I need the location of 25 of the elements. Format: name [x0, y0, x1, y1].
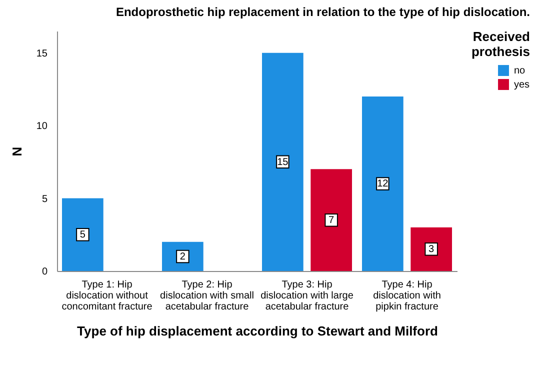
- y-tick-label: 5: [42, 194, 48, 205]
- bar: [362, 96, 404, 271]
- y-tick-label: 0: [42, 266, 48, 278]
- data-label: 3: [428, 244, 435, 256]
- data-label: 5: [80, 230, 86, 241]
- x-tick-label: Type 3: Hip dislocation with large acetabular fracture: [260, 280, 354, 312]
- bar: [310, 169, 352, 271]
- chart-title: Endoprosthetic hip replacement in relation to the type of hip dislocation.: [116, 5, 530, 19]
- x-axis-title: Type of hip displacement according to Stewart and Milford: [77, 324, 438, 338]
- bar: [410, 227, 452, 271]
- x-tick-label: Type 4: Hip dislocation with pipkin fracture: [373, 280, 441, 312]
- y-tick-label: 15: [36, 48, 48, 60]
- legend-title: Received prothesis: [471, 29, 530, 59]
- data-label: 2: [180, 251, 186, 262]
- x-tick-label: Type 2: Hip dislocation with small acetabular fracture: [160, 280, 254, 312]
- bar: [62, 198, 104, 271]
- data-label: 7: [328, 215, 335, 226]
- x-tick-label: Type 1: Hip dislocation without concomitant fracture: [62, 280, 153, 312]
- bar: [262, 52, 304, 271]
- y-axis-title: N: [9, 146, 24, 156]
- data-label: 12: [377, 178, 389, 190]
- y-tick-label: 10: [36, 121, 48, 132]
- data-label: 15: [277, 156, 289, 168]
- legend-label: no: [514, 66, 526, 76]
- legend-label: yes: [514, 80, 530, 90]
